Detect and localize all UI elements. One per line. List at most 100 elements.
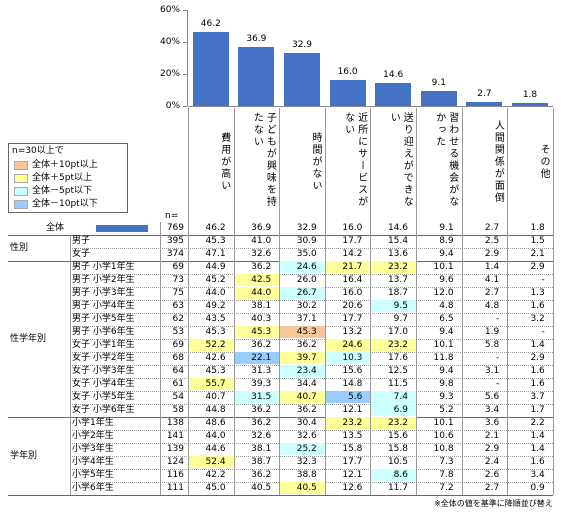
tick-mark [183,42,187,43]
cell: 42.6 [205,353,226,363]
cell: 44.9 [205,262,226,272]
cell: 44.0 [205,431,226,441]
cell: 37.1 [296,314,317,324]
cell: 22.1 [234,352,280,364]
bar [420,91,457,106]
cell: 45.3 [205,236,226,246]
row-label: 男子 小学5年生 [72,314,135,324]
cell: 52.4 [189,456,234,468]
cell: 24.6 [325,339,371,351]
bar [238,46,275,106]
category-label: 近所にサービスがない [342,112,367,208]
cell: 16.0 [342,288,363,298]
row-label: 女子 小学2年生 [72,353,135,363]
category-label: 子どもが興味を持たない [251,112,276,208]
group-label: 性別 [10,243,29,253]
n-cell: 769 [166,223,184,233]
n-cell: 374 [166,249,184,259]
cell: 17.0 [387,327,408,337]
cell: 5.2 [439,405,454,415]
row-line [72,456,553,457]
legend-box [8,143,128,213]
cell: 45.3 [280,326,325,338]
cell: 18.7 [387,288,408,298]
n-cell: 53 [172,327,184,337]
cell: 44.6 [205,444,226,454]
value-label: 36.9 [246,33,267,44]
column-line [70,235,71,495]
cell: 44.0 [234,287,280,299]
total-swatch [96,225,148,232]
cell: 0.9 [530,483,545,493]
n-cell: 69 [172,340,184,350]
cell: 7.4 [371,391,416,403]
cell: 1.6 [530,301,545,311]
cell: 2.1 [484,431,500,441]
cell: 12.0 [433,288,454,298]
cell: 13.5 [342,431,363,441]
cell: 44.8 [205,405,226,415]
cell: 2.7 [484,223,500,233]
cell: 4.1 [484,275,500,285]
cell: 9.6 [439,275,454,285]
group-line [8,495,553,496]
cell: 9.5 [371,300,416,312]
cell: 1.9 [484,327,500,337]
value-label: 32.9 [291,40,313,51]
cell: 38.7 [251,457,272,467]
row-line [72,378,553,379]
cell: 36.2 [296,405,317,415]
cell: 36.2 [251,418,272,428]
cell: 40.5 [251,483,272,493]
cell: 10.1 [433,418,454,428]
cell: 8.6 [371,469,416,481]
row-label: 男子 [72,236,91,246]
cell: 2.9 [530,262,545,272]
cell: 6.9 [371,404,416,416]
cell: 6.5 [439,314,454,324]
column-line [370,108,372,495]
cell: 34.4 [296,379,317,389]
column-line [233,108,235,495]
cell: 9.4 [439,249,454,259]
cell: 5.8 [484,340,500,350]
cell: 31.3 [251,366,272,376]
cell: 36.9 [251,223,272,233]
tick-mark [183,106,187,107]
category-label: 送り迎えができない [388,112,413,208]
cell: 36.2 [251,262,272,272]
cell: - [495,314,500,324]
bar [375,82,412,106]
row-label: 女子 小学6年生 [72,405,135,415]
row-label: 小学3年生 [72,444,114,454]
row-line [72,404,553,405]
cell: 3.6 [484,418,500,428]
cell: 47.1 [205,249,226,259]
row-label: 小学1年生 [72,418,114,428]
cell: 31.5 [234,391,280,403]
legend-swatch [14,200,28,209]
cell: 16.0 [342,223,363,233]
legend-swatch [14,174,28,183]
cell: 1.7 [530,405,545,415]
legend-swatch [14,187,28,196]
cell: 7.2 [439,483,454,493]
cell: 9.7 [393,314,408,324]
bar [192,32,229,106]
cell: 38.1 [251,301,272,311]
y-tick-label: 40% [159,37,180,47]
tick-mark [183,74,187,75]
cell: 45.2 [205,275,226,285]
cell: 11.7 [387,483,408,493]
cell: 17.7 [342,457,363,467]
cell: 45.3 [205,366,226,376]
cell: 49.2 [205,301,226,311]
row-line [72,300,553,301]
n-header: n= [165,211,179,221]
row-label: 女子 小学3年生 [72,366,135,376]
cell: 1.6 [530,457,545,467]
cell: 45.3 [205,327,226,337]
cell: 7.3 [439,457,454,467]
cell: 15.8 [387,444,408,454]
cell: 14.8 [342,379,363,389]
